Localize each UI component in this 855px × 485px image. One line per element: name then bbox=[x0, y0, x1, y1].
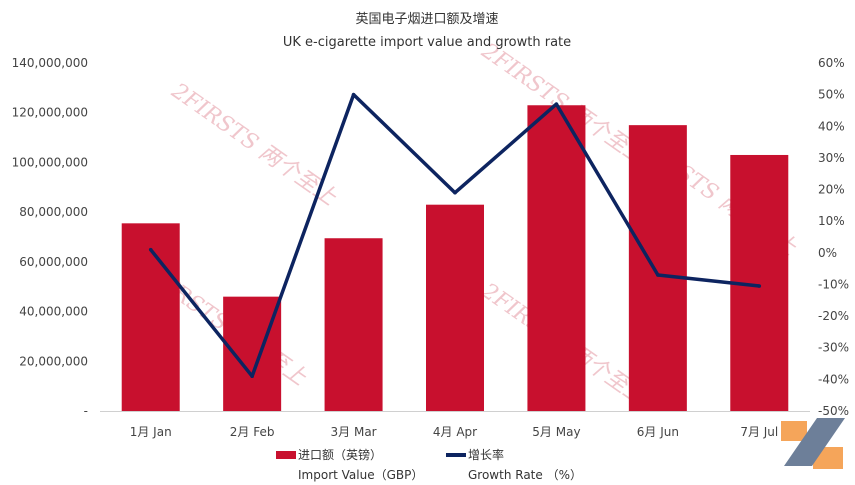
y-tick-label: 60,000,000 bbox=[19, 255, 88, 269]
y-tick-label: 100,000,000 bbox=[12, 155, 88, 169]
legend: 进口额（英镑） Import Value（GBP） 增长率 Growth Rat… bbox=[276, 447, 582, 482]
line-point-growth-rate bbox=[148, 247, 153, 252]
y-tick-label: - bbox=[84, 404, 88, 418]
y-tick-label: 80,000,000 bbox=[19, 205, 88, 219]
watermark-text: 2FIRSTS 两个至上 bbox=[166, 78, 341, 211]
brand-logo bbox=[781, 418, 845, 469]
chart-subtitle: UK e-cigarette import value and growth r… bbox=[283, 35, 571, 50]
bar-import-value bbox=[426, 204, 484, 411]
y-tick-label: 140,000,000 bbox=[12, 56, 88, 70]
line-point-growth-rate bbox=[554, 102, 559, 106]
left-axis: - 20,000,000 40,000,000 60,000,000 80,000,00… bbox=[12, 56, 88, 418]
legend-label-growth-en: Growth Rate （%） bbox=[468, 468, 582, 482]
y2-tick-label: 30% bbox=[818, 151, 845, 165]
line-point-growth-rate bbox=[250, 374, 254, 379]
y2-tick-label: 50% bbox=[818, 88, 845, 102]
y2-tick-label: 0% bbox=[818, 246, 837, 260]
bar-import-value bbox=[527, 105, 586, 411]
x-tick-label: 2月 Feb bbox=[230, 425, 275, 439]
right-axis: -50% -40% -30% -20% -10% 0% 10% 20% 30% 40% 50% 60% bbox=[818, 56, 849, 418]
legend-label-growth-cn: 增长率 bbox=[468, 447, 504, 462]
x-tick-label: 3月 Mar bbox=[331, 425, 377, 439]
logo-top-block bbox=[781, 421, 807, 441]
line-point-growth-rate bbox=[351, 92, 356, 97]
bar-import-value bbox=[628, 125, 687, 412]
x-tick-label: 6月 Jun bbox=[637, 425, 679, 439]
y2-tick-label: -50% bbox=[818, 404, 849, 418]
legend-swatch-import bbox=[276, 451, 296, 459]
y2-tick-label: -30% bbox=[818, 341, 849, 355]
y2-tick-label: -40% bbox=[818, 372, 849, 386]
x-tick-label: 5月 May bbox=[532, 425, 580, 439]
bar-import-value bbox=[121, 223, 180, 411]
x-tick-label: 1月 Jan bbox=[130, 425, 172, 439]
y2-tick-label: 10% bbox=[818, 214, 845, 228]
x-axis: 1月 Jan 2月 Feb 3月 Mar 4月 Apr 5月 May 6月 Jun 7月 J… bbox=[100, 411, 810, 439]
logo-slash-shape bbox=[784, 418, 845, 466]
bar-import-value bbox=[223, 296, 282, 411]
x-tick-label: 4月 Apr bbox=[433, 425, 477, 439]
y-tick-label: 120,000,000 bbox=[12, 106, 88, 120]
y2-tick-label: 20% bbox=[818, 183, 845, 197]
line-series bbox=[148, 92, 762, 379]
y2-tick-label: -20% bbox=[818, 309, 849, 323]
y-tick-label: 40,000,000 bbox=[19, 305, 88, 319]
chart-title: 英国电子烟进口额及增速 bbox=[355, 12, 498, 27]
y2-tick-label: 40% bbox=[818, 119, 845, 133]
x-tick-label: 7月 Jul bbox=[740, 425, 778, 439]
bar-series bbox=[121, 105, 789, 412]
line-point-growth-rate bbox=[757, 284, 762, 288]
bar-import-value bbox=[324, 238, 383, 411]
legend-label-import-en: Import Value（GBP） bbox=[298, 468, 423, 482]
line-point-growth-rate bbox=[656, 273, 660, 277]
y2-tick-label: 60% bbox=[818, 56, 845, 70]
y2-tick-label: -10% bbox=[818, 277, 849, 291]
legend-label-import-cn: 进口额（英镑） bbox=[298, 447, 382, 462]
line-point-growth-rate bbox=[453, 190, 457, 195]
y-tick-label: 20,000,000 bbox=[19, 354, 88, 368]
